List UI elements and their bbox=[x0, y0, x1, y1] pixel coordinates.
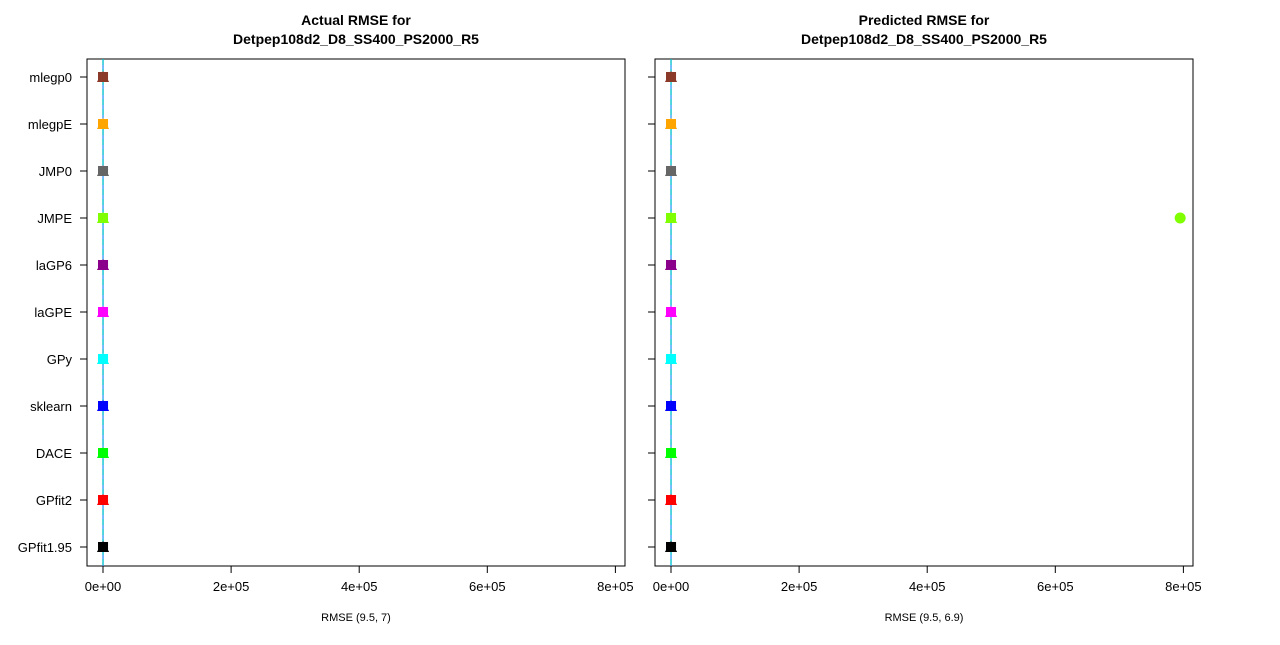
data-point bbox=[97, 447, 110, 458]
y-tick-label: DACE bbox=[36, 446, 72, 461]
data-point bbox=[97, 212, 110, 223]
y-tick-label: JMP0 bbox=[39, 164, 72, 179]
y-tick-label: GPfit1.95 bbox=[18, 540, 72, 555]
data-point bbox=[665, 118, 678, 129]
data-point bbox=[665, 400, 678, 411]
data-point bbox=[97, 165, 110, 176]
x-tick-label: 0e+00 bbox=[653, 579, 690, 594]
y-tick-label: laGPE bbox=[34, 305, 72, 320]
data-point bbox=[97, 259, 110, 270]
y-tick-label: GPy bbox=[47, 352, 73, 367]
x-axis-label: RMSE (9.5, 7) bbox=[321, 612, 391, 624]
data-point bbox=[97, 541, 110, 552]
data-point bbox=[665, 541, 678, 552]
x-tick-label: 6e+05 bbox=[469, 579, 506, 594]
x-tick-label: 4e+05 bbox=[909, 579, 946, 594]
y-tick-label: JMPE bbox=[37, 211, 72, 226]
data-point bbox=[97, 353, 110, 364]
outlier-point bbox=[1174, 212, 1186, 224]
chart-title-line-1: Actual RMSE for bbox=[301, 12, 411, 28]
y-tick-label: laGP6 bbox=[36, 258, 72, 273]
x-tick-label: 6e+05 bbox=[1037, 579, 1074, 594]
y-tick-label: mlegpE bbox=[28, 117, 72, 132]
data-point bbox=[665, 306, 678, 317]
data-point bbox=[97, 306, 110, 317]
plot-frame bbox=[654, 58, 1194, 567]
x-tick-label: 4e+05 bbox=[341, 579, 378, 594]
chart-title-line-2: Detpep108d2_D8_SS400_PS2000_R5 bbox=[233, 31, 479, 47]
x-tick-label: 0e+00 bbox=[85, 579, 122, 594]
data-point bbox=[97, 71, 110, 82]
chart-title-line-1: Predicted RMSE for bbox=[859, 12, 990, 28]
x-axis-label: RMSE (9.5, 6.9) bbox=[885, 612, 964, 624]
plot-frame bbox=[86, 58, 626, 567]
data-point bbox=[97, 400, 110, 411]
y-tick-label: mlegp0 bbox=[29, 70, 72, 85]
data-point bbox=[665, 447, 678, 458]
data-point bbox=[97, 494, 110, 505]
data-point bbox=[665, 165, 678, 176]
data-point bbox=[665, 494, 678, 505]
panel-2: Predicted RMSE for Detpep108d2_D8_SS400_P… bbox=[648, 12, 1202, 624]
data-point bbox=[97, 118, 110, 129]
data-point bbox=[665, 259, 678, 270]
x-tick-label: 2e+05 bbox=[781, 579, 818, 594]
y-tick-label: sklearn bbox=[30, 399, 72, 414]
x-tick-label: 8e+05 bbox=[1165, 579, 1202, 594]
y-tick-label: GPfit2 bbox=[36, 493, 72, 508]
x-tick-label: 8e+05 bbox=[597, 579, 634, 594]
chart-title-line-2: Detpep108d2_D8_SS400_PS2000_R5 bbox=[801, 31, 1047, 47]
data-point bbox=[665, 71, 678, 82]
data-point bbox=[665, 212, 678, 223]
x-tick-label: 2e+05 bbox=[213, 579, 250, 594]
panel-1: Actual RMSE for Detpep108d2_D8_SS400_PS20… bbox=[18, 12, 634, 624]
data-point bbox=[665, 353, 678, 364]
